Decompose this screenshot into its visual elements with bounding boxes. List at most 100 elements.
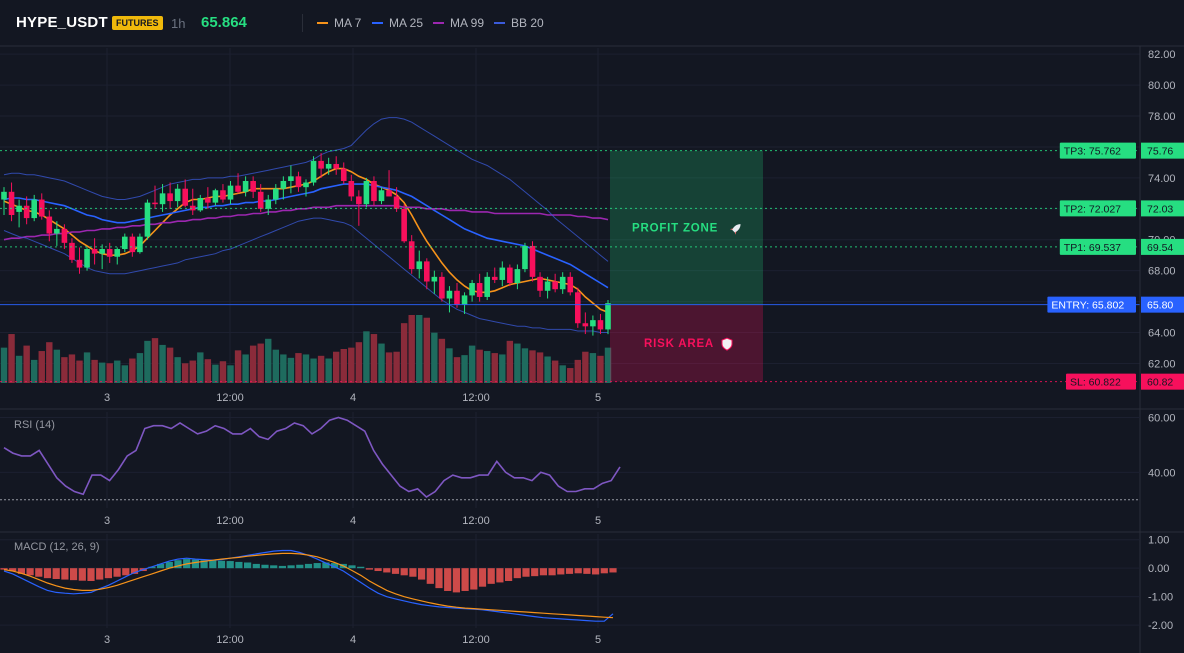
legend-ma7[interactable]: MA 7 xyxy=(317,15,361,31)
volume-bar xyxy=(166,347,174,383)
x-tick-label: 12:00 xyxy=(462,392,490,404)
volume-bar xyxy=(484,351,491,383)
volume-bar xyxy=(317,355,325,383)
candle-body xyxy=(424,261,430,282)
volume-bar xyxy=(31,359,38,383)
volume-bar xyxy=(249,345,257,383)
volume-bar xyxy=(574,359,581,383)
macd-histogram-bar xyxy=(157,563,165,569)
candle-body xyxy=(182,188,188,206)
candle-body xyxy=(514,269,521,284)
y-tick-label: 68.00 xyxy=(1148,266,1176,278)
volume-bar xyxy=(219,361,227,383)
volume-bar xyxy=(325,358,332,383)
x-tick-label: 5 xyxy=(595,515,601,527)
level-tag-label: TP1: 69.537 xyxy=(1064,242,1121,254)
volume-bar xyxy=(514,343,521,383)
candle-body xyxy=(280,180,287,189)
macd-histogram-bar xyxy=(9,568,17,572)
candle-body xyxy=(250,180,256,192)
volume-bar xyxy=(0,347,8,383)
candle-body xyxy=(559,276,566,290)
macd-histogram-bar xyxy=(557,568,565,575)
volume-bar xyxy=(144,340,151,383)
axis-price-label: 60.82 xyxy=(1147,377,1173,389)
macd-histogram-bar xyxy=(122,568,130,576)
macd-histogram-bar xyxy=(365,568,373,570)
candle-body xyxy=(333,163,339,169)
volume-bar xyxy=(416,315,423,383)
volume-bar xyxy=(98,362,106,383)
candle-body xyxy=(363,180,370,205)
candle-body xyxy=(159,193,166,205)
candle-body xyxy=(144,202,151,237)
candle-body xyxy=(122,236,128,250)
macd-histogram-bar xyxy=(235,561,243,569)
legend-bb20[interactable]: BB 20 xyxy=(494,15,544,31)
candle-body xyxy=(446,290,453,299)
symbol-name[interactable]: HYPE_USDT xyxy=(16,14,108,31)
macd-histogram-bar xyxy=(435,568,443,589)
macd-histogram-bar xyxy=(348,565,356,569)
volume-bar xyxy=(431,332,438,383)
macd-histogram-bar xyxy=(444,568,452,591)
y-tick-label: -1.00 xyxy=(1148,592,1173,604)
candle-body xyxy=(152,202,158,205)
macd-histogram-bar xyxy=(592,568,600,575)
candle-body xyxy=(461,295,468,305)
macd-histogram-bar xyxy=(17,568,25,574)
macd-histogram-bar xyxy=(96,568,104,580)
candle-body xyxy=(69,242,75,260)
volume-bar xyxy=(159,344,166,383)
macd-histogram-bar xyxy=(600,568,608,574)
x-tick-label: 12:00 xyxy=(216,634,244,646)
volume-bar xyxy=(129,358,136,383)
volume-bar xyxy=(272,349,279,383)
x-tick-label: 3 xyxy=(104,515,110,527)
volume-bar xyxy=(46,342,53,383)
bb-20-upper-line xyxy=(3,117,609,262)
axis-price-tag xyxy=(1141,200,1184,217)
volume-bar xyxy=(385,352,393,383)
futures-badge: FUTURES xyxy=(112,16,163,30)
x-tick-label: 4 xyxy=(350,515,356,527)
macd-histogram-bar xyxy=(383,568,391,573)
candle-body xyxy=(529,245,536,277)
volume-bar xyxy=(476,349,483,383)
legend-ma7-label: MA 7 xyxy=(334,16,362,30)
volume-bar xyxy=(15,355,23,383)
legend-bb20-label: BB 20 xyxy=(511,16,544,30)
legend-ma99[interactable]: MA 99 xyxy=(433,15,484,31)
macd-histogram-bar xyxy=(0,568,8,570)
candle-body xyxy=(129,236,136,253)
candle-body xyxy=(597,320,604,330)
timeframe-label[interactable]: 1h xyxy=(171,16,186,31)
level-tag-label: TP3: 75.762 xyxy=(1064,146,1121,158)
macd-histogram-bar xyxy=(357,566,365,569)
macd-histogram-bar xyxy=(400,568,408,576)
macd-histogram-bar xyxy=(296,564,304,569)
volume-bar xyxy=(265,338,272,383)
macd-histogram-bar xyxy=(209,560,217,569)
volume-bar xyxy=(242,354,249,383)
y-tick-label: 1.00 xyxy=(1148,535,1169,547)
legend-ma25[interactable]: MA 25 xyxy=(372,15,423,31)
volume-bar xyxy=(91,359,98,383)
volume-bar xyxy=(378,343,385,383)
volume-bar xyxy=(76,360,83,383)
macd-histogram-bar xyxy=(565,568,574,574)
macd-histogram-bar xyxy=(391,568,400,574)
volume-bar xyxy=(174,357,181,383)
y-tick-label: 40.00 xyxy=(1148,467,1176,479)
volume-bar xyxy=(212,364,219,383)
legend-ma25-swatch xyxy=(372,22,383,24)
candle-body xyxy=(84,249,90,268)
volume-bar xyxy=(461,355,468,383)
candle-body xyxy=(401,208,407,242)
level-tag xyxy=(1059,142,1136,159)
macd-histogram-bar xyxy=(270,565,278,569)
candle-body xyxy=(552,281,558,290)
y-tick-label: 82.00 xyxy=(1148,49,1176,61)
candle-body xyxy=(575,292,581,324)
